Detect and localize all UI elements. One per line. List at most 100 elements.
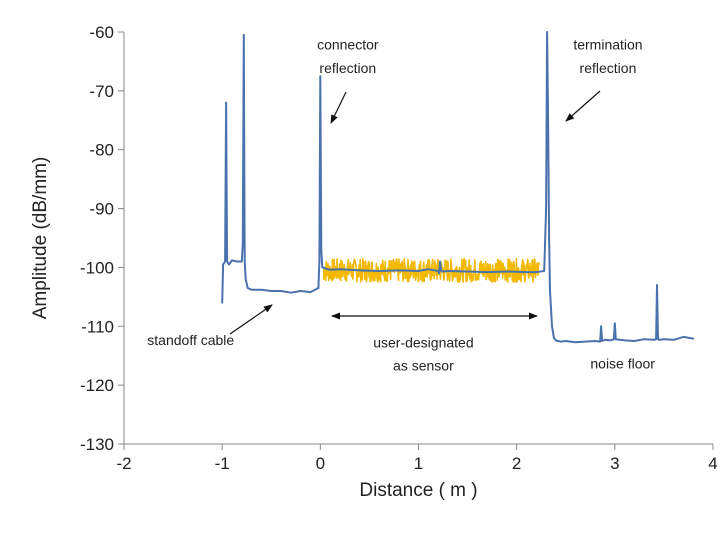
y-tick-label: -80 <box>89 141 114 160</box>
trace-point <box>438 272 441 275</box>
trace-point <box>486 271 489 274</box>
trace-point <box>437 270 440 272</box>
annotation-label: standoff cable <box>147 332 234 348</box>
amplitude-trace-series <box>221 31 694 344</box>
annotation-label: as sensor <box>393 357 454 373</box>
x-tick-label: 3 <box>610 454 619 473</box>
trace-point <box>553 337 555 339</box>
sensor-band-layer <box>322 257 540 283</box>
trace-point <box>601 340 603 342</box>
trace-point <box>535 271 538 274</box>
trace-point <box>574 341 577 344</box>
trace-point <box>609 339 611 342</box>
annotation-label: reflection <box>319 60 376 76</box>
y-tick-label: -60 <box>89 23 114 42</box>
trace-point <box>545 207 548 210</box>
trace-point <box>584 340 587 343</box>
trace-point <box>358 269 361 272</box>
x-tick-label: 0 <box>316 454 325 473</box>
x-tick-label: -1 <box>215 454 230 473</box>
trace-point <box>555 339 557 342</box>
trace-point <box>235 260 238 263</box>
trace-point <box>548 237 550 239</box>
x-tick-label: 2 <box>512 454 521 473</box>
trace-point <box>613 322 616 325</box>
trace-point <box>317 287 320 289</box>
annotation-label: termination <box>573 37 642 53</box>
trace-point <box>559 340 562 343</box>
trace-point <box>318 260 321 263</box>
trace-point <box>221 301 224 304</box>
y-axis-title: Amplitude (dB/mm) <box>30 157 51 320</box>
trace-point <box>672 338 675 341</box>
trace-point <box>243 260 246 263</box>
trace-point <box>417 270 420 272</box>
trace-point <box>466 270 469 273</box>
trace-point <box>320 248 323 251</box>
trace-point <box>324 267 327 270</box>
axes: -60 -70 -80 -90 -100 -110 -120 -130-2 -1 0 1 2 3 4 <box>80 23 718 473</box>
trace-point <box>260 288 263 291</box>
trace-point <box>614 338 617 341</box>
x-axis-title: Distance ( m ) <box>359 480 477 501</box>
trace-point <box>656 284 658 286</box>
trace-point <box>441 270 443 273</box>
connector-arrow <box>330 91 347 124</box>
trace-point <box>658 338 660 341</box>
trace-point <box>280 290 282 292</box>
trace-point <box>319 75 322 78</box>
trace-point <box>653 338 655 341</box>
termination-arrow <box>565 90 601 122</box>
trace-point <box>289 291 292 294</box>
sensor-band-series <box>322 257 540 283</box>
trace-point <box>427 268 430 271</box>
trace-point <box>612 338 615 341</box>
y-tick-label: -120 <box>80 376 114 395</box>
trace-point <box>270 290 273 292</box>
annotation-label: connector <box>317 37 379 53</box>
x-tick-label: 1 <box>414 454 423 473</box>
y-tick-label: -110 <box>81 317 114 336</box>
trace-point <box>440 269 442 272</box>
trace-point <box>546 31 548 33</box>
trace-point <box>322 266 325 269</box>
trace-point <box>246 287 249 289</box>
trace-point <box>339 268 341 271</box>
annotation-label: noise floor <box>590 356 655 372</box>
trace-point <box>682 335 685 338</box>
trace-point <box>599 340 602 343</box>
trace-point <box>551 325 553 328</box>
trace-point <box>505 270 508 273</box>
trace-point <box>692 337 695 340</box>
trace-point <box>439 260 441 263</box>
trace-point <box>299 290 302 292</box>
trace-point <box>623 339 626 342</box>
trace-point <box>222 263 225 266</box>
trace-point <box>224 260 227 263</box>
trace-point <box>525 271 528 274</box>
trace-point <box>240 260 243 263</box>
trace-point <box>231 259 233 262</box>
annotation-label: reflection <box>580 60 637 76</box>
trace-point <box>397 269 400 272</box>
trace-point <box>250 288 253 291</box>
trace-point <box>594 340 597 342</box>
trace-point <box>225 101 227 104</box>
trace-point <box>643 338 646 341</box>
y-tick-label: -130 <box>80 435 114 454</box>
trace-point <box>241 242 244 245</box>
trace-point <box>242 34 245 36</box>
annotations: connector reflection termination reflection… <box>147 37 655 374</box>
trace-point <box>663 338 665 341</box>
x-tick-label: -2 <box>116 454 131 473</box>
trace-point <box>228 263 230 266</box>
trace-point <box>600 325 602 328</box>
trace-point <box>329 268 332 271</box>
trace-point <box>226 260 228 263</box>
trace-point <box>655 338 657 341</box>
y-tick-label: -70 <box>89 82 114 101</box>
trace-point <box>604 338 606 341</box>
x-tick-label: 4 <box>708 454 717 473</box>
annotation-label: user-designated <box>373 334 473 350</box>
standoff-arrow <box>229 304 273 335</box>
